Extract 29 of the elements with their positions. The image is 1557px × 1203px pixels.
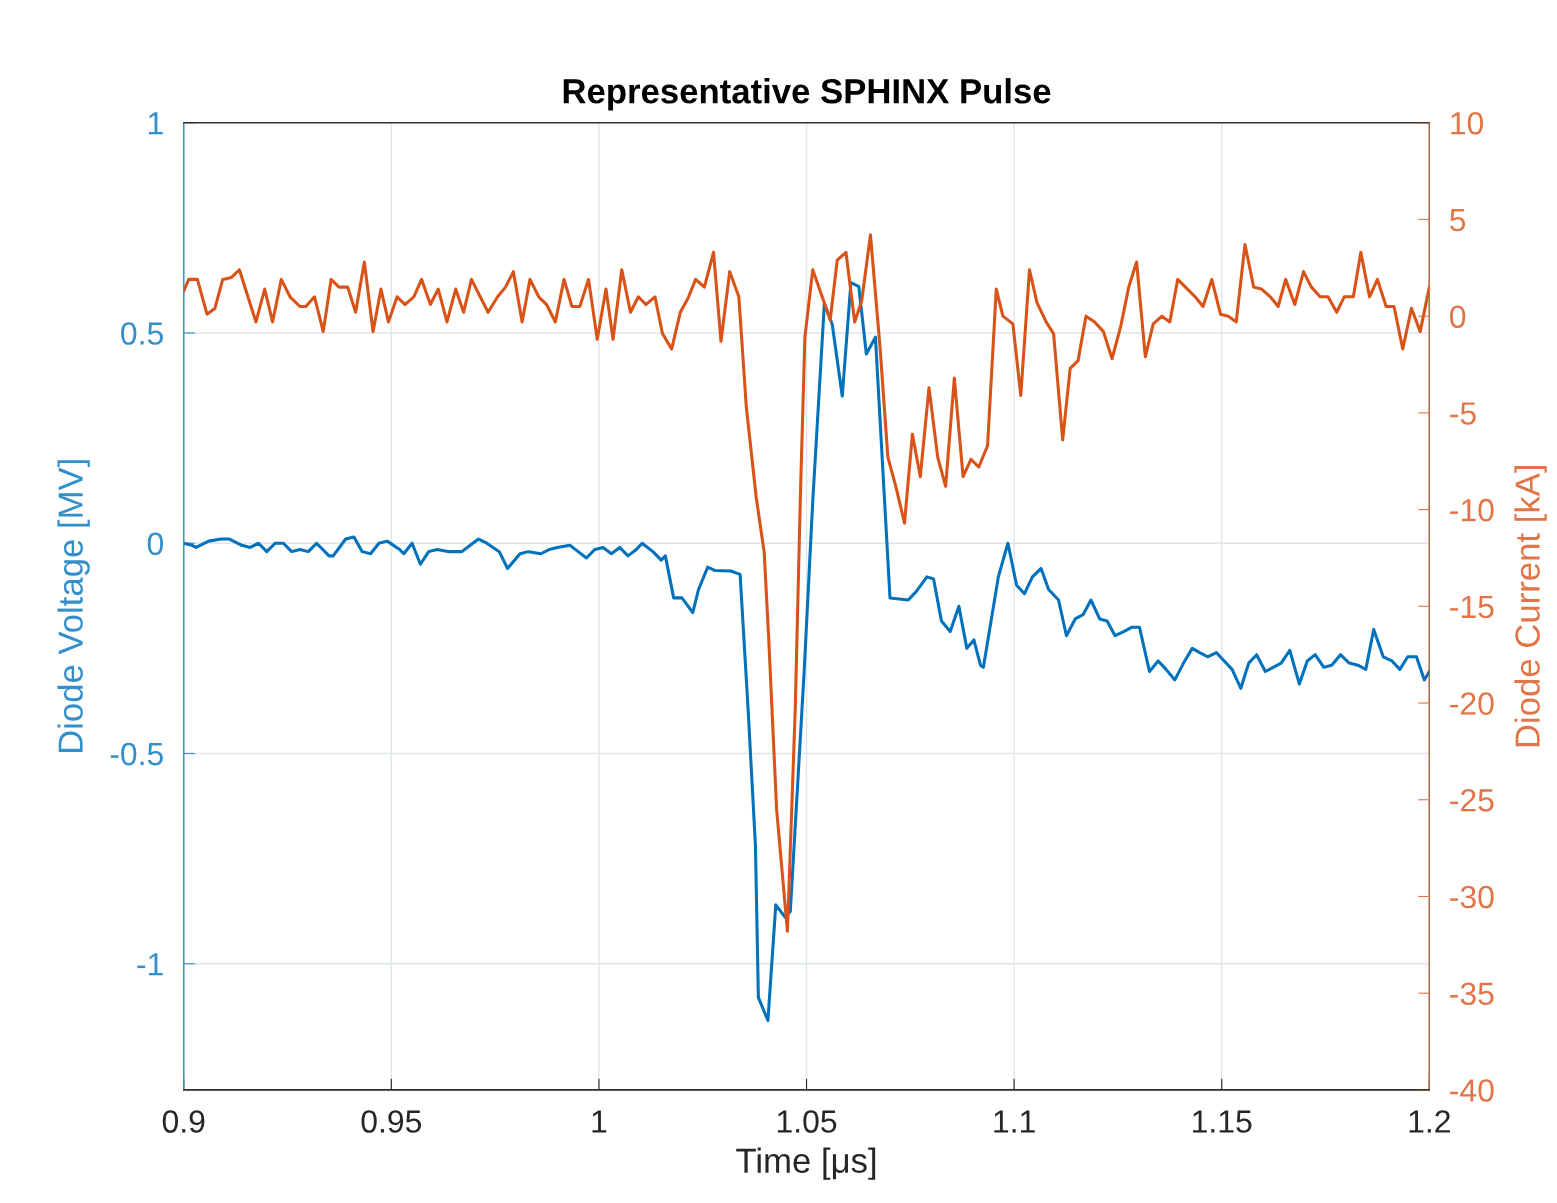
x-tick-label: 1.15	[1193, 1110, 1252, 1133]
y2-tick-label: -25	[1450, 789, 1494, 812]
y2-tick-label: -30	[1450, 885, 1494, 909]
line-series	[183, 233, 1430, 933]
y2-tick-label: -20	[1450, 692, 1494, 715]
x-tick-label: 1.1	[994, 1110, 1035, 1133]
y-tick-label: 0	[147, 532, 164, 556]
y-axis-title: Diode Voltage [MV]	[57, 460, 90, 753]
y-tick-label: -1	[137, 953, 163, 976]
x-tick-label: 1.2	[1409, 1110, 1450, 1133]
y2-tick-label: -40	[1450, 1079, 1494, 1102]
y-tick-label: 1	[148, 112, 163, 135]
chart-title: Representative SPHINX Pulse	[563, 78, 1051, 111]
x-axis-title: Time [μs]	[736, 1147, 876, 1180]
line-series	[183, 280, 1430, 1023]
x-tick-label: 1	[592, 1110, 607, 1133]
y2-tick-label: 5	[1450, 209, 1466, 232]
y2-axis-title: Diode Current [kA]	[1514, 465, 1547, 747]
y2-tick-label: -15	[1450, 595, 1494, 619]
y-tick-label: -0.5	[110, 742, 163, 766]
x-tick-label: 0.9	[162, 1110, 205, 1133]
y2-tick-label: -5	[1450, 402, 1476, 425]
y-tick-label: 0.5	[121, 322, 163, 345]
x-tick-label: 1.05	[777, 1110, 837, 1133]
y2-tick-label: -35	[1450, 982, 1494, 1006]
y2-tick-label: 10	[1451, 111, 1484, 135]
y2-tick-label: -10	[1450, 498, 1494, 522]
x-tick-label: 0.95	[361, 1110, 422, 1133]
y2-tick-label: 0	[1450, 305, 1466, 329]
